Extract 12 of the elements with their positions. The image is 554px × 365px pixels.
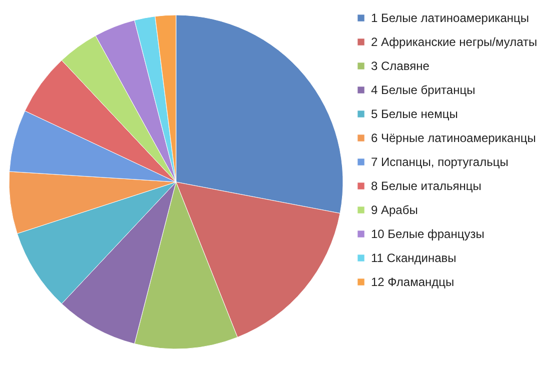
legend-label: 8 Белые итальянцы [371, 179, 482, 193]
legend-label: 2 Африканские негры/мулаты [371, 35, 538, 49]
legend-label: 5 Белые немцы [371, 107, 458, 121]
legend-label: 6 Чёрные латиноамериканцы [371, 131, 536, 145]
legend-label: 3 Славяне [371, 59, 430, 73]
legend-label: 12 Фламандцы [371, 275, 454, 289]
legend-label: 1 Белые латиноамериканцы [371, 11, 529, 25]
legend-label: 9 Арабы [371, 203, 418, 217]
legend-label: 7 Испанцы, португальцы [371, 155, 508, 169]
legend-label: 10 Белые французы [371, 227, 484, 241]
legend-label: 4 Белые британцы [371, 83, 476, 97]
legend-label: 11 Скандинавы [371, 251, 456, 265]
